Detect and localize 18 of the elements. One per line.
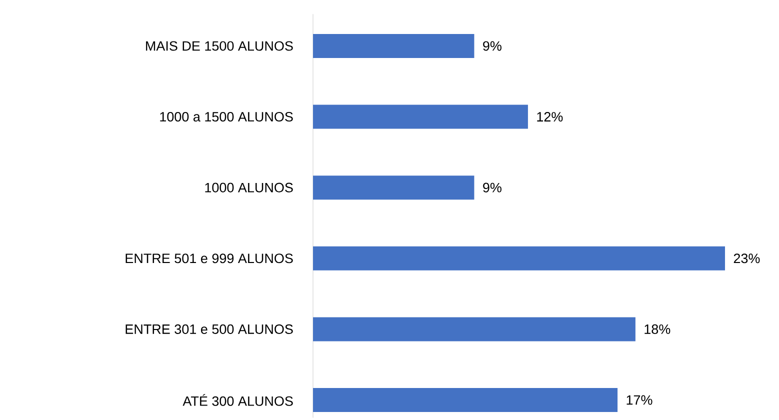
- bar: [313, 34, 474, 58]
- bar: [313, 246, 726, 270]
- y-tick-label: ENTRE 301 e 500 ALUNOS: [126, 324, 293, 334]
- data-label: 9%: [483, 41, 502, 51]
- y-tick-label: MAIS DE 1500 ALUNOS: [146, 41, 293, 51]
- data-label: 18%: [644, 324, 670, 334]
- data-label: 9%: [483, 182, 502, 192]
- bar: [313, 317, 636, 342]
- bar: [313, 104, 528, 129]
- data-label: 12%: [537, 112, 563, 122]
- bar: [313, 388, 618, 412]
- y-tick-label: 1000 ALUNOS: [205, 182, 293, 192]
- y-tick-label: ENTRE 501 e 999 ALUNOS: [126, 254, 293, 264]
- y-tick-label: 1000 a 1500 ALUNOS: [160, 112, 293, 122]
- data-label: 23%: [734, 254, 760, 264]
- bar: [313, 176, 474, 200]
- y-tick-label: ATÉ 300 ALUNOS: [182, 394, 293, 406]
- data-label: 17%: [626, 395, 652, 405]
